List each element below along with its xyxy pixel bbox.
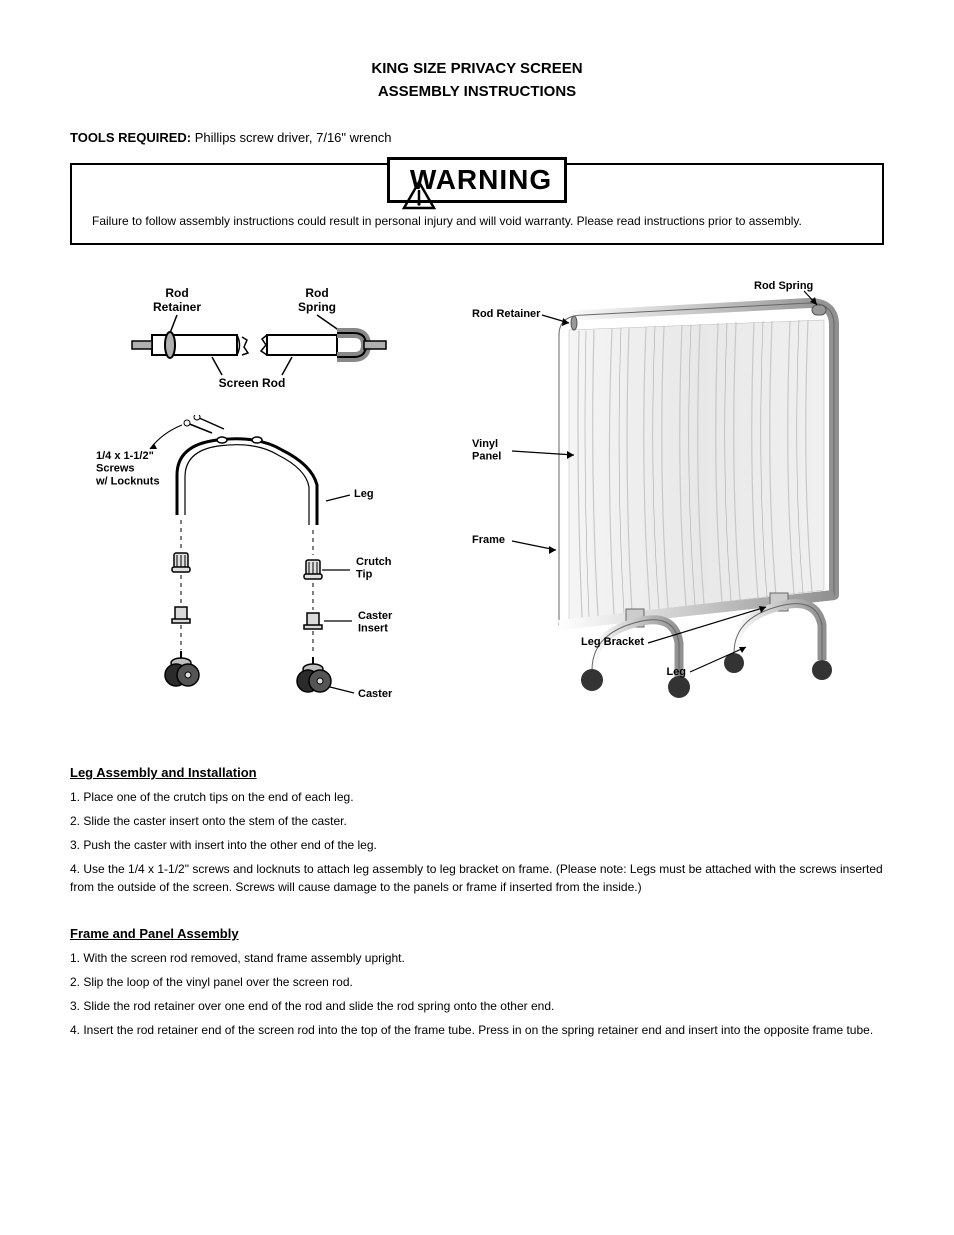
caster-right — [297, 657, 331, 692]
legs-step-4: 4. Use the 1/4 x 1-1/2" screws and lockn… — [70, 860, 884, 896]
frame-step-3: 3. Slide the rod retainer over one end o… — [70, 997, 884, 1015]
lbl-rod-spring: RodSpring — [298, 286, 336, 314]
frame-step-4: 4. Insert the rod retainer end of the sc… — [70, 1021, 884, 1039]
lbl-leg: Leg — [354, 488, 374, 500]
lbl-r-legbracket: Leg Bracket — [581, 636, 644, 648]
lbl-screws: 1/4 x 1-1/2"Screwsw/ Locknuts — [95, 450, 160, 487]
frame-step-1: 1. With the screen rod removed, stand fr… — [70, 949, 884, 967]
legs-step-3: 3. Push the caster with insert into the … — [70, 836, 884, 854]
figure-right-col: Rod Retainer Rod Spring VinylPanel Frame… — [464, 275, 884, 735]
lbl-r-leg: Leg — [666, 666, 686, 678]
tools-value: Phillips screw driver, 7/16" wrench — [195, 130, 392, 145]
screws-icon — [184, 415, 224, 433]
lbl-crutch: CrutchTip — [356, 556, 392, 581]
doc-title: KING SIZE PRIVACY SCREEN — [70, 60, 884, 77]
lbl-r-spring: Rod Spring — [754, 280, 813, 292]
warning-body: Failure to follow assembly instructions … — [92, 213, 862, 229]
caster-left — [165, 651, 199, 686]
tools-label: TOOLS REQUIRED: — [70, 130, 191, 145]
crutch-tip-right — [304, 560, 322, 579]
figure-left-col: RodRetainer RodSpring Screen Rod — [70, 275, 434, 725]
lbl-caster: Caster — [358, 688, 393, 700]
page: KING SIZE PRIVACY SCREEN ASSEMBLY INSTRU… — [0, 0, 954, 1085]
warning-box: WARNING Failure to follow assembly instr… — [70, 163, 884, 245]
legs-step-2: 2. Slide the caster insert onto the stem… — [70, 812, 884, 830]
lbl-r-vinyl: VinylPanel — [472, 438, 501, 463]
lbl-r-frame: Frame — [472, 534, 505, 546]
header: KING SIZE PRIVACY SCREEN ASSEMBLY INSTRU… — [70, 60, 884, 100]
lbl-r-retainer: Rod Retainer — [472, 308, 541, 320]
tools-line: TOOLS REQUIRED: Phillips screw driver, 7… — [70, 130, 884, 145]
lbl-insert: CasterInsert — [358, 610, 393, 635]
lbl-rod-retainer: RodRetainer — [153, 286, 201, 314]
lbl-screen-rod: Screen Rod — [219, 376, 286, 390]
figure-rod-diagram: RodRetainer RodSpring Screen Rod — [70, 275, 434, 415]
legs-steps: 1. Place one of the crutch tips on the e… — [70, 788, 884, 896]
legs-title: Leg Assembly and Installation — [70, 765, 884, 780]
figure-leg-diagram: 1/4 x 1-1/2"Screwsw/ Locknuts Leg Crutch… — [70, 415, 434, 725]
caster-insert-right — [304, 613, 322, 629]
frame-step-2: 2. Slip the loop of the vinyl panel over… — [70, 973, 884, 991]
frame-title: Frame and Panel Assembly — [70, 926, 884, 941]
figure-assembled-screen: Rod Retainer Rod Spring VinylPanel Frame… — [464, 275, 884, 735]
figures-row: RodRetainer RodSpring Screen Rod — [70, 275, 884, 735]
warning-banner-wrap: WARNING — [72, 163, 882, 209]
doc-subtitle: ASSEMBLY INSTRUCTIONS — [70, 83, 884, 100]
crutch-tip-left — [172, 553, 190, 572]
warning-banner: WARNING — [387, 157, 567, 203]
legs-step-1: 1. Place one of the crutch tips on the e… — [70, 788, 884, 806]
frame-steps: 1. With the screen rod removed, stand fr… — [70, 949, 884, 1039]
caster-insert-left — [172, 607, 190, 623]
